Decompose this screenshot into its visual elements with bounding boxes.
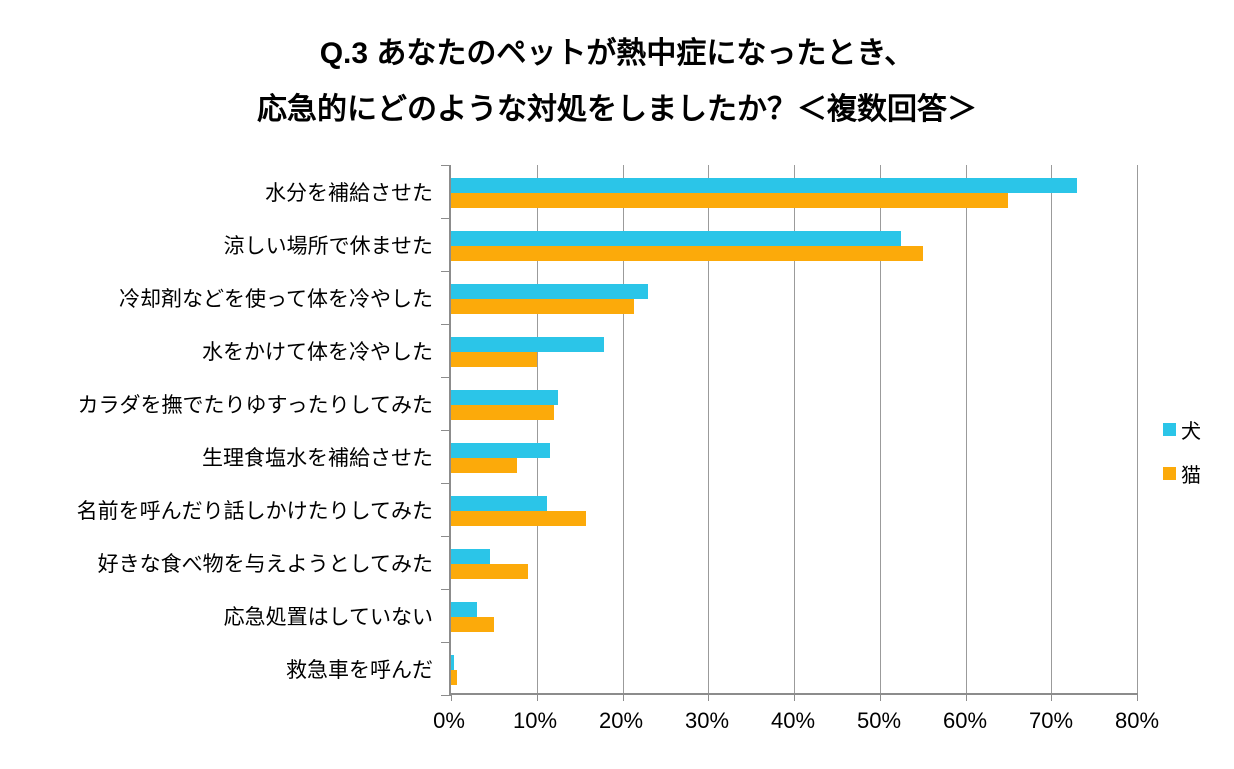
chart-title-line-1: Q.3 あなたのペットが熱中症になったとき、 [319,37,915,70]
x-axis-tick-mark [708,693,710,701]
x-axis-tick-mark [536,693,538,701]
bar-dog [451,443,550,458]
y-axis-tick-mark [441,324,451,325]
x-axis-tick-label: 20% [598,708,644,733]
category-label: 水をかけて体を冷やした [202,340,433,364]
bar-cat [451,193,1009,208]
bar-group [451,324,1137,377]
bar-dog [451,178,1077,193]
bar-dog [451,602,477,617]
y-axis-tick-mark [441,377,451,378]
chart-title: Q.3 あなたのペットが熱中症になったとき、 応急的にどのような対処をしましたか… [0,26,1234,138]
bar-dog [451,284,649,299]
bar-dog [451,496,548,511]
gridline [708,165,710,693]
y-axis-tick-mark [441,483,451,484]
bar-cat [451,405,554,420]
x-axis-tick-mark [1137,693,1138,701]
y-axis-tick-mark [441,271,451,272]
legend-swatch-icon [1163,466,1176,480]
category-label: 水分を補給させた [265,181,433,205]
x-axis-tick-mark [622,693,624,701]
gridline [794,165,795,693]
y-axis-tick-mark [441,165,451,166]
bar-cat [451,246,923,261]
category-label: 救急車を呼んだ [286,658,433,682]
x-axis-tick-label: 80% [1114,708,1160,733]
x-axis-tick-mark [879,693,881,701]
category-label: カラダを撫でたりゆすったりしてみた [77,393,433,417]
x-axis-tick-mark [1051,693,1053,701]
bar-group [451,218,1137,271]
bar-dog [451,655,455,670]
bar-cat [451,458,518,473]
gridline [965,165,967,693]
bar-cat [451,511,586,526]
x-axis-tick-label: 60% [942,708,988,733]
x-axis-tick-label: 50% [856,708,902,733]
category-label: 涼しい場所で休ませた [223,234,433,258]
plot-area [441,165,1138,701]
x-axis-tick-label: 0% [433,708,465,733]
x-axis-tick-label: 70% [1028,708,1074,733]
y-axis-tick-mark [441,218,451,219]
bar-group [451,377,1137,430]
category-label: 名前を呼んだり話しかけたりしてみた [76,499,433,523]
legend-label: 猫 [1181,464,1201,487]
gridline [1051,165,1053,693]
bar-dog [451,231,902,246]
x-axis-tick-mark [965,693,967,701]
bar-group [451,642,1137,695]
bar-group [451,271,1137,324]
y-axis-tick-mark [441,589,451,590]
bar-cat [451,299,634,314]
category-label: 冷却剤などを使って体を冷やした [119,287,433,311]
bar-group [451,483,1137,536]
y-axis-category-labels: 水分を補給させた涼しい場所で休ませた冷却剤などを使って体を冷やした水をかけて体を… [0,165,441,695]
y-axis-tick-mark [441,695,451,696]
bar-group [451,589,1137,642]
bar-dog [451,549,490,564]
category-label: 応急処置はしていない [223,605,433,629]
y-axis-tick-mark [441,430,451,431]
bar-cat [451,564,529,579]
x-axis-tick-label: 30% [684,708,730,733]
category-label: 生理食塩水を補給させた [202,446,433,470]
y-axis-tick-mark [441,536,451,537]
x-axis-tick-mark [451,693,452,701]
x-axis-tick-label: 10% [512,708,558,733]
bar-dog [451,390,559,405]
bar-cat [451,617,494,632]
legend-label: 犬 [1181,420,1201,443]
x-axis-tick-label: 40% [770,708,816,733]
chart-title-line-2: 応急的にどのような対処をしましたか？＜複数回答＞ [257,93,977,126]
legend: 犬猫 [1163,416,1201,504]
bar-group [451,430,1137,483]
x-axis-tick-mark [794,693,795,701]
bar-cat [451,670,457,685]
legend-item-cat: 猫 [1163,460,1201,487]
y-axis-tick-mark [441,642,451,643]
x-axis-labels: 0% 10% 20% 30% 40% 50% 60% 70% 80% [433,708,1159,740]
gridline [622,165,624,693]
gridline [536,165,538,693]
bar-group [451,165,1137,218]
bar-dog [451,337,604,352]
gridline [879,165,881,693]
legend-swatch-icon [1163,422,1176,436]
legend-item-dog: 犬 [1163,416,1201,443]
gridline [1137,165,1138,693]
category-label: 好きな食べ物を与えようとしてみた [97,552,433,576]
bar-cat [451,352,537,367]
bar-group [451,536,1137,589]
